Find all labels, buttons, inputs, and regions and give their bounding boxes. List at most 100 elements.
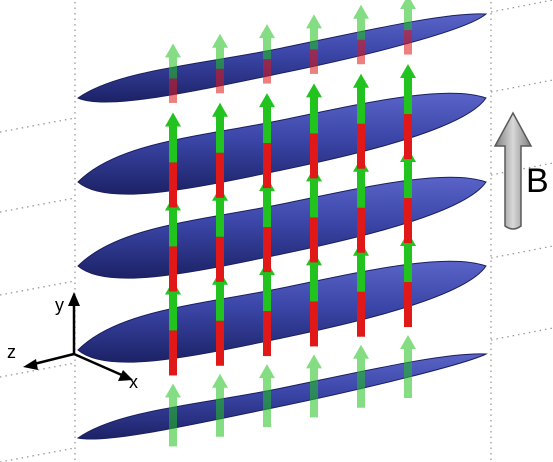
spin-down-segment [404, 114, 412, 160]
spin-down-segment [216, 320, 224, 366]
spin-down-segment [216, 236, 224, 282]
z-axis-label: z [7, 342, 16, 362]
spin-up-segment [216, 385, 224, 437]
spin-down-segment [357, 207, 365, 253]
z-axis [33, 352, 75, 366]
spin-down-segment [263, 59, 271, 84]
spin [165, 383, 181, 447]
spin-up-segment [216, 114, 224, 153]
spin-arrowhead [259, 364, 275, 379]
spin-down-segment [169, 162, 177, 208]
spin [353, 73, 369, 169]
layer-disc [77, 260, 487, 363]
diagonal-guide [490, 327, 553, 341]
spin-arrowhead [400, 0, 416, 10]
spin-down-segment [310, 301, 318, 347]
layer-disc [76, 353, 488, 440]
spin-down-segment [169, 330, 177, 376]
diagonal-guide [0, 280, 76, 296]
spin-down-segment [169, 246, 177, 292]
diagonal-guide [0, 117, 76, 133]
spin-arrowhead [212, 102, 228, 117]
spin-arrowhead [165, 383, 181, 398]
spin-up-segment [357, 85, 365, 124]
spin-arrowhead [212, 33, 228, 48]
spin-up-segment [404, 347, 412, 399]
spin-down-segment [169, 78, 177, 103]
layer-5 [76, 335, 488, 447]
spin-down-segment [310, 49, 318, 74]
field-label: B [526, 162, 549, 200]
spin [165, 43, 181, 103]
spin-arrowhead [400, 335, 416, 350]
layer-disc [77, 92, 487, 195]
diagonal-guide [0, 447, 76, 462]
x-axis [73, 352, 125, 378]
spin-down-segment [263, 311, 271, 357]
spin [165, 112, 181, 208]
spin [400, 335, 416, 399]
spin [212, 373, 228, 437]
spin-down-segment [310, 133, 318, 179]
x-axis-arrowhead [118, 370, 133, 381]
spin-down-segment [216, 152, 224, 198]
spin-up-segment [357, 253, 365, 292]
spin-arrowhead [306, 354, 322, 369]
spin-arrowhead [400, 64, 416, 79]
spin-up-segment [263, 105, 271, 144]
spin-arrowhead [259, 24, 275, 39]
coordinate-axes [23, 292, 133, 381]
diagonal-guide [490, 0, 553, 13]
spin-arrowhead [306, 14, 322, 29]
spin-up-segment [169, 395, 177, 447]
spin-up-segment [169, 124, 177, 163]
spin-down-segment [357, 123, 365, 169]
spin-up-segment [404, 160, 412, 199]
spin-up-segment [263, 36, 271, 60]
diagonal-guide [490, 79, 553, 93]
spin-down-segment [216, 68, 224, 94]
spin [259, 24, 275, 84]
spin-down-segment [357, 39, 365, 65]
spin-up-segment [404, 7, 412, 31]
diagonal-guide [0, 362, 76, 378]
spin [353, 4, 369, 65]
spin-up-segment [169, 55, 177, 79]
layer-1 [76, 0, 488, 103]
diagonal-guide [0, 197, 76, 213]
spin-up-segment [310, 263, 318, 302]
spin [212, 33, 228, 94]
spin-up-segment [263, 273, 271, 312]
spin-up-segment [310, 179, 318, 218]
y-axis-label: y [55, 295, 64, 315]
spin [212, 102, 228, 198]
spin-down-segment [357, 291, 365, 337]
spin [400, 0, 416, 55]
magnetic-layers [76, 0, 488, 447]
spin-up-segment [404, 244, 412, 283]
spin-arrowhead [353, 4, 369, 19]
spin-up-segment [357, 356, 365, 408]
spin-up-segment [263, 189, 271, 228]
spin-up-segment [357, 16, 365, 40]
spin-up-segment [169, 208, 177, 247]
spin-down-segment [310, 217, 318, 263]
y-axis-arrowhead [68, 292, 80, 306]
spin [259, 364, 275, 428]
layer-disc [76, 13, 488, 103]
diagonal-guide [490, 245, 553, 259]
spin-arrowhead [353, 73, 369, 88]
spin [400, 64, 416, 160]
spin-arrowhead [165, 43, 181, 58]
layer-2 [77, 64, 487, 208]
spin-up-segment [216, 198, 224, 237]
spin [306, 83, 322, 179]
spin-up-segment [263, 376, 271, 428]
spin-arrowhead [212, 373, 228, 388]
spin-up-segment [310, 95, 318, 134]
spin-down-segment [404, 198, 412, 244]
z-axis-arrowhead [23, 359, 38, 370]
field-arrow [493, 111, 533, 230]
spin [306, 354, 322, 418]
